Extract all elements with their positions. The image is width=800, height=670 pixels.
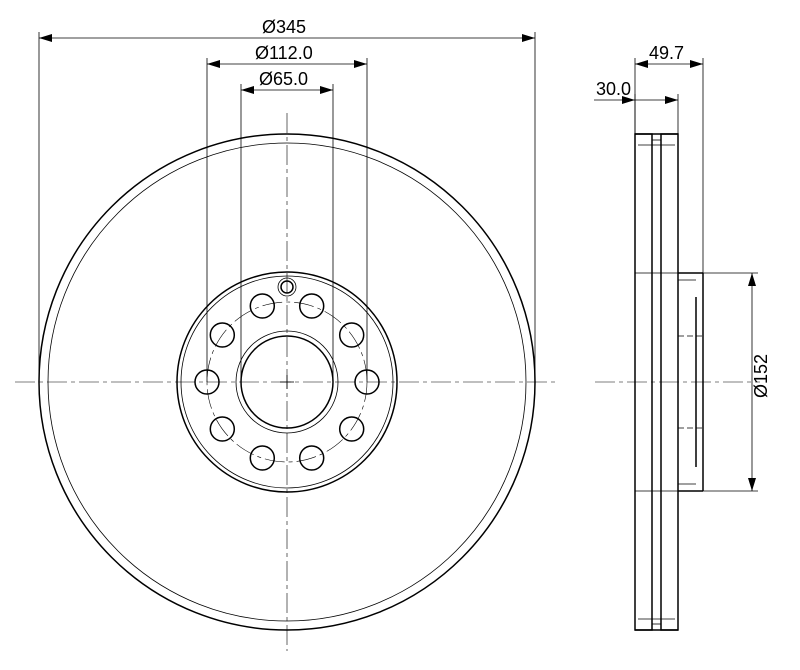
side-view <box>595 134 760 630</box>
dim-d112: Ø112.0 <box>255 43 313 63</box>
dim-d345: Ø345 <box>262 17 306 37</box>
brake-disc-drawing: Ø345 Ø112.0 Ø65.0 <box>0 0 800 670</box>
dim-w49: 49.7 <box>649 43 684 63</box>
dim-d65: Ø65.0 <box>259 69 308 89</box>
dim-t30: 30.0 <box>596 79 631 99</box>
dimensions-top: Ø345 Ø112.0 Ø65.0 <box>39 17 535 382</box>
dimensions-side: 49.7 30.0 Ø152 <box>594 43 771 491</box>
dim-d152: Ø152 <box>751 354 771 398</box>
front-view <box>15 113 559 651</box>
